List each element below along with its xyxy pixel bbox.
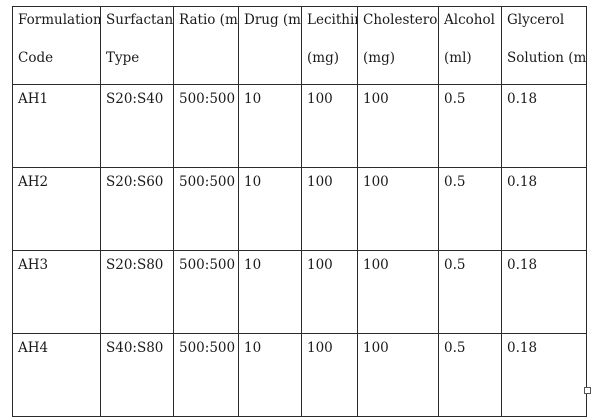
table-cell: 100 <box>357 167 439 251</box>
table-cell: 10 <box>238 167 302 251</box>
table-row: AH2 S20:S60 500:500 10 100 100 0.5 0.18 <box>12 167 587 251</box>
header-cell: Lecithin (mg) <box>301 6 358 85</box>
table-cell: 100 <box>301 333 358 417</box>
header-cell: Ratio (mg <box>173 6 239 85</box>
table-cell: 0.5 <box>438 84 502 168</box>
header-cell: Glycerol Solution (ml <box>501 6 587 85</box>
table-cell: 100 <box>357 250 439 334</box>
table-row: AH1 S20:S40 500:500 10 100 100 0.5 0.18 <box>12 84 587 168</box>
header-cell: Drug (mg <box>238 6 302 85</box>
table-cell: S20:S40 <box>100 84 174 168</box>
table-cell: 0.18 <box>501 250 587 334</box>
header-cell: Surfactant Type <box>100 6 174 85</box>
table-cell: 100 <box>301 167 358 251</box>
table-cell: AH2 <box>12 167 101 251</box>
table-cell: 0.18 <box>501 333 587 417</box>
table-cell: AH3 <box>12 250 101 334</box>
table-cell: 100 <box>301 250 358 334</box>
table-cell: AH1 <box>12 84 101 168</box>
table-row: AH3 S20:S80 500:500 10 100 100 0.5 0.18 <box>12 250 587 334</box>
table-cell: 10 <box>238 333 302 417</box>
table-row: AH4 S40:S80 500:500 10 100 100 0.5 0.18 <box>12 333 587 417</box>
table-cell: AH4 <box>12 333 101 417</box>
header-cell: Alcohol (ml) <box>438 6 502 85</box>
header-cell: Formulation Code <box>12 6 101 85</box>
table-cell: 0.5 <box>438 333 502 417</box>
table-cell: 10 <box>238 250 302 334</box>
table-cell: 100 <box>357 84 439 168</box>
table-cell: 0.5 <box>438 250 502 334</box>
table-cell: 0.5 <box>438 167 502 251</box>
table-cell: 500:500 <box>173 250 239 334</box>
table-cell: S20:S80 <box>100 250 174 334</box>
table-cell: 500:500 <box>173 167 239 251</box>
table-cell: 500:500 <box>173 333 239 417</box>
table-cell: 0.18 <box>501 84 587 168</box>
table-cell: S40:S80 <box>100 333 174 417</box>
table-cell: 0.18 <box>501 167 587 251</box>
table-resize-handle[interactable] <box>584 387 591 394</box>
table-cell: 100 <box>357 333 439 417</box>
table-cell: 500:500 <box>173 84 239 168</box>
table-cell: 10 <box>238 84 302 168</box>
table-cell: S20:S60 <box>100 167 174 251</box>
header-cell: Cholesterol (mg) <box>357 6 439 85</box>
table-cell: 100 <box>301 84 358 168</box>
